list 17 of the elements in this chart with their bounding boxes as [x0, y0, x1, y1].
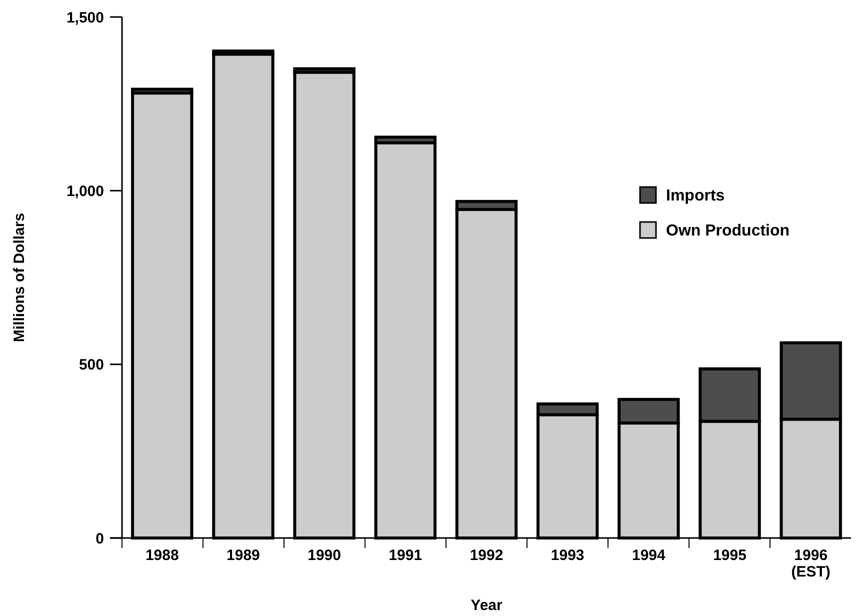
x-tick-label: 1989 — [226, 547, 260, 564]
x-axis-title: Year — [470, 597, 503, 614]
x-tick-label: 1995 — [713, 547, 746, 564]
x-tick-label: 1993 — [550, 547, 584, 564]
x-tick-label: 1992 — [470, 547, 504, 564]
y-tick-label: 1,000 — [66, 182, 104, 200]
legend-label: Own Production — [666, 222, 790, 240]
y-tick-label: 0 — [96, 530, 104, 548]
x-tick-label: 1991 — [388, 547, 422, 564]
y-axis-title: Millions of Dollars — [11, 212, 28, 342]
x-tick-label: 1990 — [308, 547, 342, 564]
legend-label: Imports — [666, 188, 725, 205]
y-tick-label: 500 — [78, 356, 104, 374]
y-tick-label: 1,500 — [66, 9, 104, 26]
x-tick-label: 1994 — [632, 547, 666, 564]
x-tick-label: 1996 (EST) — [791, 547, 830, 580]
x-tick-label: 1988 — [145, 547, 179, 564]
